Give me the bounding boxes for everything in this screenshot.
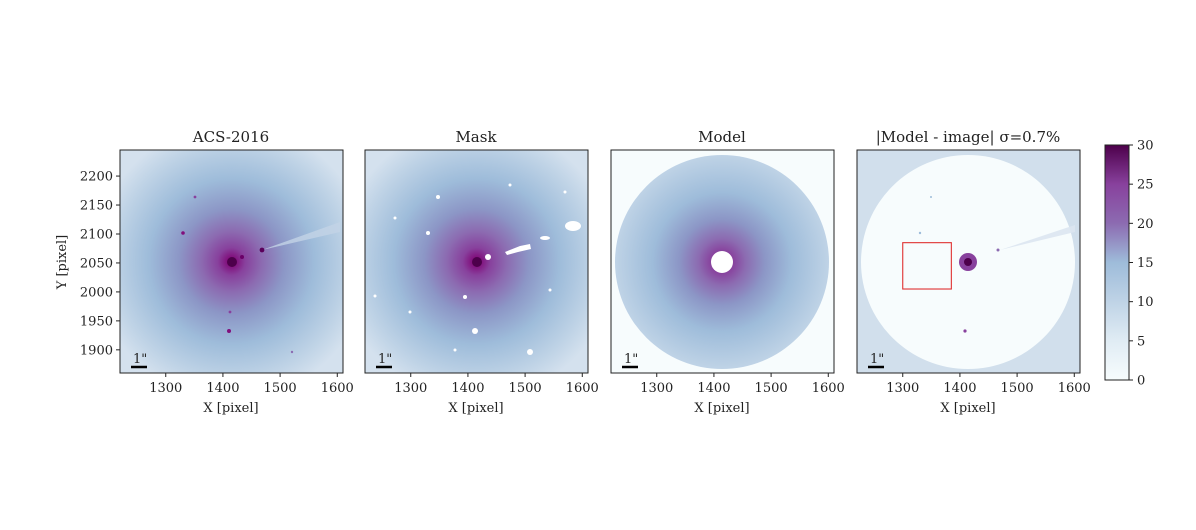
masked-region (540, 236, 550, 240)
scalebar-label: 1" (133, 352, 147, 367)
x-tick-label: 1600 (812, 381, 845, 396)
x-axis-label: X [pixel] (940, 401, 995, 416)
point-source (259, 247, 265, 253)
panel-title: |Model - image| σ=0.7% (876, 128, 1061, 146)
masked-region (472, 328, 478, 334)
colorbar-tick-label: 10 (1137, 295, 1154, 310)
panel-frame (364, 149, 589, 374)
masked-region (426, 231, 430, 235)
y-tick-label: 1950 (80, 314, 113, 329)
residual-core-peak (964, 258, 972, 266)
colorbar: 0 5 10 15 20 25 30 (1104, 139, 1154, 389)
point-source (193, 195, 197, 199)
x-tick-label: 1400 (206, 381, 239, 396)
panel-frame (856, 149, 1081, 374)
diffraction-feature (1000, 225, 1075, 250)
point-source (930, 196, 932, 198)
panel-title: Model (698, 128, 746, 146)
point-source (290, 350, 294, 354)
diffraction-feature (262, 222, 340, 250)
galaxy-core (472, 257, 482, 267)
masked-region (453, 348, 457, 352)
colorbar-tick-label: 5 (1137, 334, 1145, 349)
point-source (963, 329, 967, 333)
masked-region (563, 190, 567, 194)
point-source (228, 310, 232, 314)
masked-region (463, 295, 467, 299)
x-ticks: 1300 1400 1500 1600 (640, 373, 845, 396)
masked-region (485, 254, 491, 260)
scalebar-label: 1" (870, 352, 884, 367)
panel-residual: |Model - image| σ=0.7% 1" X [pixel] 1300… (856, 128, 1091, 416)
masked-region (505, 244, 531, 255)
panel-frame (119, 149, 344, 374)
y-tick-label: 2050 (80, 256, 113, 271)
y-ticks: 1900 1950 2000 2050 2100 2150 2200 (80, 170, 120, 358)
masked-core (711, 251, 733, 273)
x-tick-label: 1400 (697, 381, 730, 396)
masked-region (373, 294, 377, 298)
y-tick-label: 2200 (80, 170, 113, 185)
x-tick-label: 1600 (1058, 381, 1091, 396)
point-source (918, 231, 922, 235)
point-source (227, 329, 231, 333)
masked-region (408, 310, 412, 314)
panel-title: ACS-2016 (192, 128, 269, 146)
x-ticks: 1300 1400 1500 1600 (394, 373, 599, 396)
x-tick-label: 1600 (566, 381, 599, 396)
x-tick-label: 1300 (394, 381, 427, 396)
colorbar-tick-label: 30 (1137, 139, 1154, 154)
x-tick-label: 1500 (1001, 381, 1034, 396)
colorbar-ticks: 0 5 10 15 20 25 30 (1129, 139, 1154, 389)
panel-acs-2016: ACS-2016 1" X [pixel] Y [pixel] 1300 1400… (55, 128, 354, 416)
x-axis-label: X [pixel] (694, 401, 749, 416)
scalebar: 1" (622, 352, 638, 369)
colorbar-gradient (1104, 144, 1130, 381)
scalebar: 1" (868, 352, 884, 369)
masked-region (436, 195, 440, 199)
panel-title: Mask (455, 128, 497, 146)
x-tick-label: 1500 (509, 381, 542, 396)
x-axis-label: X [pixel] (448, 401, 503, 416)
x-tick-label: 1500 (755, 381, 788, 396)
y-axis-label: Y [pixel] (55, 235, 70, 291)
scalebar-label: 1" (378, 352, 392, 367)
scalebar: 1" (376, 352, 392, 369)
masked-region (508, 183, 512, 187)
x-tick-label: 1600 (321, 381, 354, 396)
x-tick-label: 1300 (886, 381, 919, 396)
galaxy-core (227, 257, 237, 267)
x-tick-label: 1500 (264, 381, 297, 396)
x-tick-label: 1300 (640, 381, 673, 396)
colorbar-tick-label: 0 (1137, 374, 1145, 389)
x-tick-label: 1300 (149, 381, 182, 396)
colorbar-tick-label: 20 (1137, 217, 1154, 232)
x-ticks: 1300 1400 1500 1600 (886, 373, 1091, 396)
x-tick-label: 1400 (451, 381, 484, 396)
colorbar-tick-label: 15 (1137, 256, 1154, 271)
masked-region (393, 216, 397, 220)
panel-model: Model 1" X [pixel] 1300 1400 1500 1600 (610, 128, 845, 416)
point-source (240, 255, 244, 259)
x-ticks: 1300 1400 1500 1600 (149, 373, 354, 396)
fit-box (902, 242, 952, 290)
scalebar: 1" (131, 352, 147, 369)
colorbar-tick-label: 25 (1137, 178, 1154, 193)
masked-region (527, 349, 533, 355)
masked-region (565, 221, 581, 231)
y-tick-label: 2100 (80, 227, 113, 242)
masked-region (548, 288, 552, 292)
scalebar-label: 1" (624, 352, 638, 367)
point-source (996, 248, 1000, 252)
panel-frame (610, 149, 835, 374)
x-axis-label: X [pixel] (203, 401, 258, 416)
point-source (181, 231, 185, 235)
y-tick-label: 2150 (80, 199, 113, 214)
y-tick-label: 2000 (80, 285, 113, 300)
y-tick-label: 1900 (80, 343, 113, 358)
panel-mask: Mask 1" X [pixel] 1300 1400 15 (364, 128, 599, 416)
x-tick-label: 1400 (943, 381, 976, 396)
